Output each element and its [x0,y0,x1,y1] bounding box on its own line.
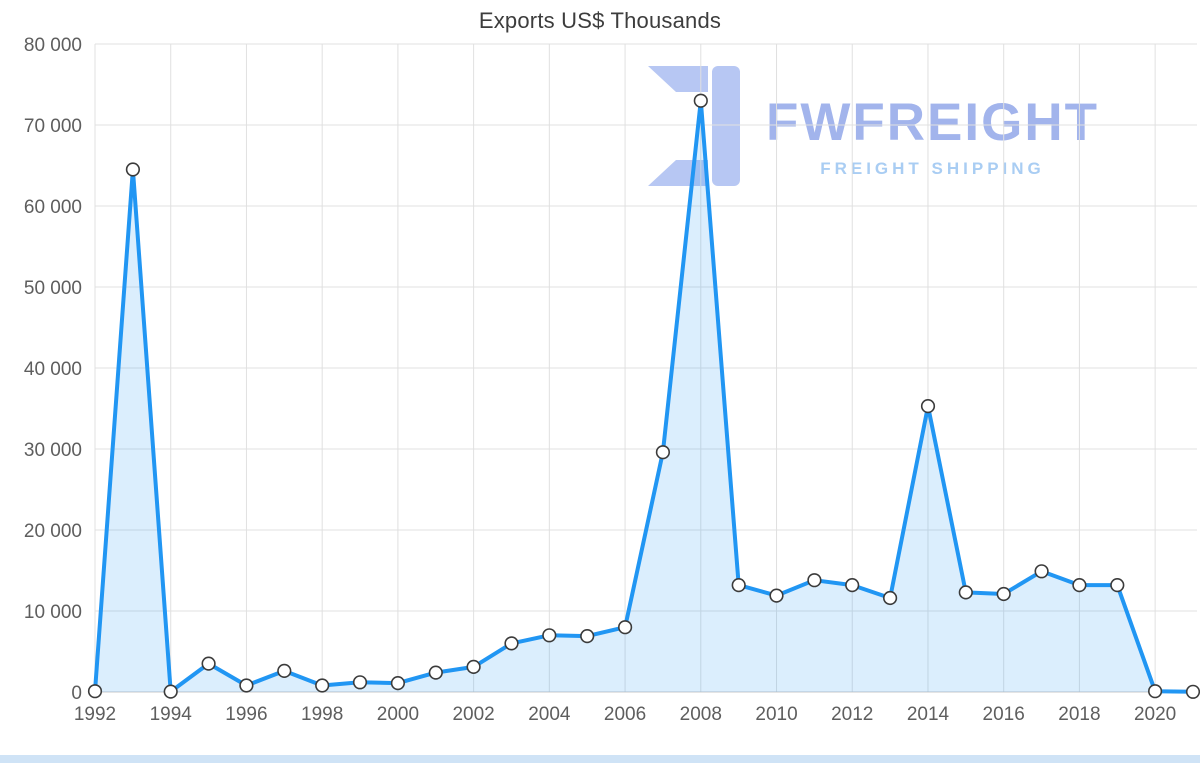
data-point-marker[interactable] [1110,577,1125,593]
data-point-marker[interactable] [504,636,519,651]
watermark-brand: FWFREIGHT [766,93,1099,152]
area-fill [95,100,1193,692]
data-point-marker[interactable] [390,675,406,691]
y-tick-label: 80 000 [24,35,82,56]
data-point-marker[interactable] [466,659,481,675]
data-point-marker[interactable] [315,678,330,693]
data-point-marker[interactable] [239,678,254,693]
x-tick-label: 2012 [831,704,873,725]
bottom-bar [0,755,1200,763]
y-tick-label: 20 000 [24,521,82,542]
y-tick-label: 60 000 [24,197,82,218]
data-point-marker[interactable] [1034,564,1049,579]
y-tick-label: 50 000 [24,278,82,299]
data-point-marker[interactable] [125,162,140,177]
data-point-marker[interactable] [163,684,178,699]
data-point-marker[interactable] [201,656,216,671]
data-point-marker[interactable] [1185,684,1200,699]
chart-title: Exports US$ Thousands [478,8,722,33]
data-point-marker[interactable] [769,588,784,603]
data-point-marker[interactable] [996,586,1011,602]
watermark-tagline: FREIGHT SHIPPING [820,159,1045,178]
data-point-marker[interactable] [428,665,443,680]
x-tick-label: 2010 [755,704,797,725]
data-point-marker[interactable] [542,628,557,643]
data-point-marker[interactable] [731,577,746,593]
data-point-marker[interactable] [655,445,671,460]
data-point-marker[interactable] [87,684,103,699]
x-tick-label: 1994 [150,704,193,725]
watermark-text: FWFREIGHT FREIGHT SHIPPING [766,96,1099,179]
y-tick-label: 10 000 [24,602,82,623]
data-point-marker[interactable] [807,573,822,588]
data-point-marker[interactable] [920,399,936,414]
data-point-marker[interactable] [882,590,898,606]
y-tick-label: 40 000 [24,359,82,380]
data-point-marker[interactable] [352,675,368,690]
data-point-marker[interactable] [580,628,595,644]
data-point-marker[interactable] [958,585,973,600]
data-point-marker[interactable] [277,663,292,679]
x-tick-label: 2020 [1134,704,1176,725]
data-point-marker[interactable] [617,620,633,635]
x-tick-label: 2008 [680,704,722,725]
y-tick-label: 30 000 [24,440,82,461]
x-tick-label: 2016 [983,704,1025,725]
x-tick-label: 2018 [1058,704,1100,725]
x-tick-label: 2000 [377,704,419,725]
data-point-marker[interactable] [845,577,860,593]
x-tick-label: 1992 [74,704,116,725]
x-tick-label: 1998 [301,704,343,725]
data-point-marker[interactable] [693,93,708,108]
data-point-marker[interactable] [1072,577,1087,593]
y-tick-label: 70 000 [24,116,82,137]
y-tick-label: 0 [71,683,82,704]
x-tick-label: 1996 [225,704,267,725]
x-tick-label: 2002 [452,704,494,725]
x-tick-label: 2006 [604,704,646,725]
x-tick-label: 2014 [907,704,950,725]
data-point-marker[interactable] [1147,684,1163,699]
x-tick-label: 2004 [528,704,571,725]
